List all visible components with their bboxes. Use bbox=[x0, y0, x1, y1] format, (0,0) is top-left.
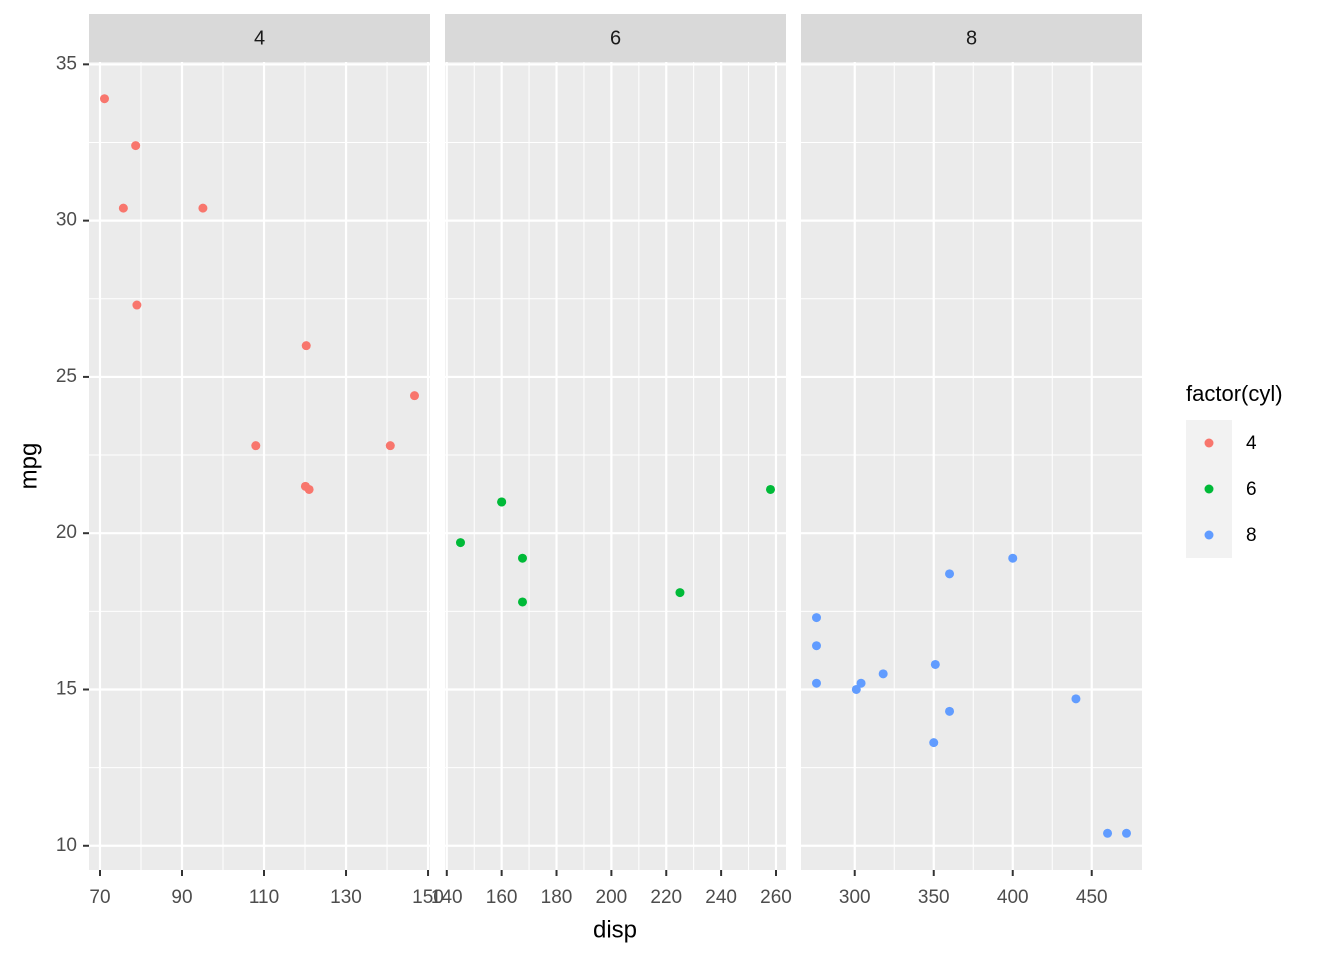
x-tick-label: 160 bbox=[486, 887, 518, 908]
y-tick-label: 35 bbox=[56, 53, 77, 74]
point bbox=[766, 484, 775, 494]
strip-label: 4 bbox=[254, 27, 265, 49]
panel-background bbox=[801, 62, 1142, 870]
x-tick-label: 70 bbox=[89, 887, 110, 908]
strip-background bbox=[89, 14, 430, 62]
x-tick-label: 110 bbox=[249, 887, 279, 908]
x-tick-label: 220 bbox=[650, 887, 682, 908]
point bbox=[198, 203, 208, 213]
x-tick-label: 200 bbox=[596, 887, 628, 908]
legend-label: 8 bbox=[1246, 525, 1257, 546]
point bbox=[100, 94, 109, 104]
point bbox=[878, 669, 888, 679]
point bbox=[1103, 828, 1113, 838]
x-tick-label: 130 bbox=[330, 887, 362, 908]
point bbox=[945, 706, 955, 716]
point bbox=[1071, 694, 1081, 704]
x-tick-label: 350 bbox=[918, 887, 950, 908]
point bbox=[456, 538, 465, 548]
point bbox=[1122, 828, 1131, 838]
legend-label: 6 bbox=[1246, 479, 1257, 500]
y-tick-label: 10 bbox=[56, 835, 77, 856]
y-tick-label: 30 bbox=[56, 210, 77, 231]
point bbox=[118, 203, 128, 213]
strip-label: 6 bbox=[610, 27, 621, 49]
point bbox=[929, 738, 939, 748]
point bbox=[930, 659, 940, 669]
point bbox=[518, 597, 527, 607]
point bbox=[385, 441, 395, 451]
x-tick-label: 400 bbox=[997, 887, 1029, 908]
point bbox=[518, 553, 527, 563]
strip-label: 8 bbox=[966, 27, 977, 49]
x-tick-label: 260 bbox=[760, 887, 792, 908]
point bbox=[131, 141, 141, 151]
point bbox=[304, 484, 314, 494]
legend-marker bbox=[1204, 484, 1214, 494]
point bbox=[497, 497, 507, 507]
legend-title: factor(cyl) bbox=[1186, 381, 1283, 406]
point bbox=[1008, 553, 1018, 563]
panel-background bbox=[89, 62, 430, 870]
point bbox=[945, 569, 955, 579]
panel-background bbox=[445, 62, 786, 870]
x-tick-label: 180 bbox=[541, 887, 573, 908]
y-tick-label: 15 bbox=[56, 679, 77, 700]
x-tick-label: 240 bbox=[705, 887, 737, 908]
x-tick-label: 300 bbox=[839, 887, 871, 908]
y-tick-label: 25 bbox=[56, 366, 77, 387]
strip-background bbox=[801, 14, 1142, 62]
legend-marker bbox=[1204, 530, 1214, 540]
point bbox=[856, 678, 866, 688]
point bbox=[410, 391, 419, 401]
y-axis-label: mpg bbox=[15, 443, 42, 490]
point bbox=[851, 684, 861, 694]
x-axis-label: disp bbox=[593, 916, 637, 943]
x-tick-label: 140 bbox=[431, 887, 463, 908]
point bbox=[675, 588, 685, 598]
x-tick-label: 150 bbox=[412, 887, 444, 908]
x-tick-label: 90 bbox=[171, 887, 192, 908]
legend-label: 4 bbox=[1246, 433, 1257, 454]
point bbox=[812, 613, 821, 623]
y-tick-label: 20 bbox=[56, 522, 77, 543]
point bbox=[251, 441, 261, 451]
point bbox=[812, 678, 821, 688]
point bbox=[132, 300, 142, 310]
point bbox=[812, 641, 821, 651]
x-tick-label: 450 bbox=[1076, 887, 1108, 908]
legend-marker bbox=[1204, 438, 1214, 448]
point bbox=[301, 341, 311, 351]
strip-background bbox=[445, 14, 786, 62]
